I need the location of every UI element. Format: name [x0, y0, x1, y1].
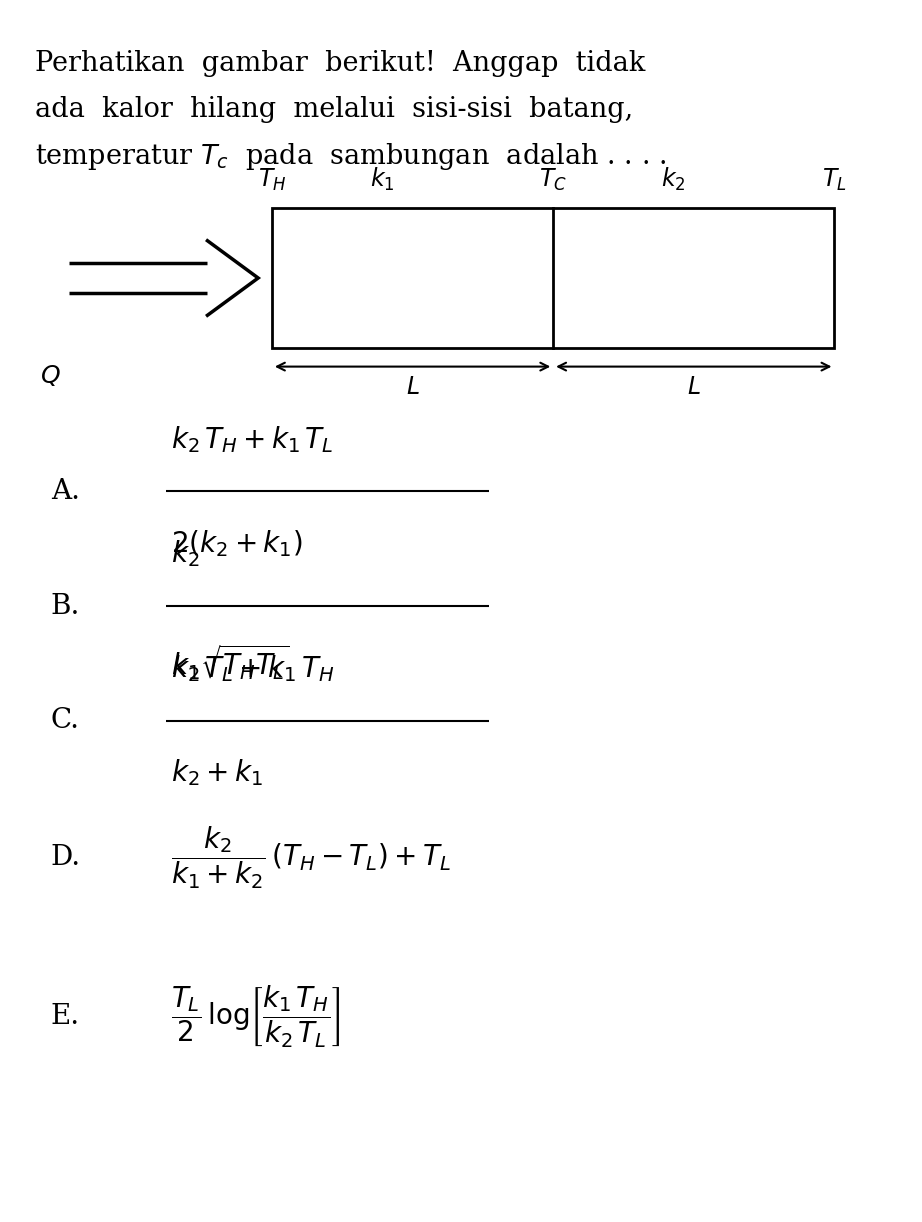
Text: D.: D.: [51, 844, 81, 871]
Text: $T_H$: $T_H$: [258, 167, 286, 193]
Text: $k_1\sqrt{T_H T_L}$: $k_1\sqrt{T_H T_L}$: [171, 643, 289, 682]
Text: $k_2\,T_L + k_1\,T_H$: $k_2\,T_L + k_1\,T_H$: [171, 654, 334, 684]
Text: $k_2\,T_H + k_1\,T_L$: $k_2\,T_H + k_1\,T_L$: [171, 424, 333, 455]
Text: $2(k_2 + k_1)$: $2(k_2 + k_1)$: [171, 528, 301, 558]
FancyBboxPatch shape: [272, 208, 834, 348]
Text: $k_2 + k_1$: $k_2 + k_1$: [171, 758, 263, 788]
Text: $Q$: $Q$: [41, 363, 61, 387]
Text: B.: B.: [51, 593, 80, 620]
Text: C.: C.: [51, 708, 79, 734]
Text: $L$: $L$: [406, 376, 420, 400]
Text: $k_2$: $k_2$: [171, 539, 199, 569]
Text: Perhatikan  gambar  berikut!  Anggap  tidak: Perhatikan gambar berikut! Anggap tidak: [35, 50, 645, 77]
Text: temperatur $T_c$  pada  sambungan  adalah . . . .: temperatur $T_c$ pada sambungan adalah .…: [35, 141, 667, 172]
Text: $k_2$: $k_2$: [661, 166, 685, 193]
Text: $T_C$: $T_C$: [539, 167, 567, 193]
Text: $\dfrac{T_L}{2}\,\log\!\left[\dfrac{k_1\,T_H}{k_2\,T_L}\right]$: $\dfrac{T_L}{2}\,\log\!\left[\dfrac{k_1\…: [171, 984, 340, 1050]
Text: $T_L$: $T_L$: [822, 167, 846, 193]
Text: A.: A.: [51, 478, 79, 505]
Text: $\dfrac{k_2}{k_1 + k_2}\,(T_H - T_L) + T_L$: $\dfrac{k_2}{k_1 + k_2}\,(T_H - T_L) + T…: [171, 825, 451, 891]
Text: $L$: $L$: [687, 376, 701, 400]
Text: E.: E.: [51, 1003, 80, 1030]
Text: ada  kalor  hilang  melalui  sisi-sisi  batang,: ada kalor hilang melalui sisi-sisi batan…: [35, 97, 633, 123]
Text: $k_1$: $k_1$: [371, 166, 395, 193]
